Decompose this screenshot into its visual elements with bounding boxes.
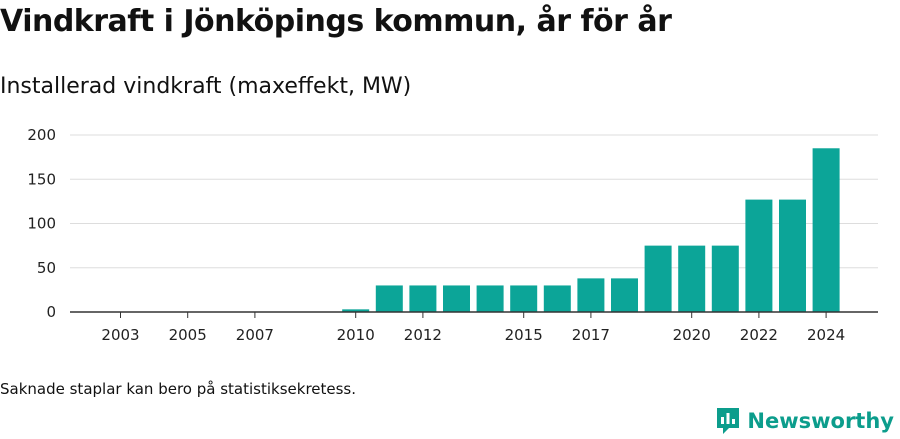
brand-logo: Newsworthy (715, 406, 894, 436)
brand-name: Newsworthy (747, 409, 894, 433)
footnote: Saknade staplar kan bero på statistiksek… (0, 380, 357, 398)
bar-2014 (476, 285, 504, 312)
bar-chart: 0 50 100 150 200 2003 2005 2007 2010 2012 2015 2017… (27, 126, 878, 344)
bar-2022 (745, 199, 773, 312)
x-tick-label-2020: 2020 (673, 326, 711, 344)
bar-2010 (342, 309, 370, 312)
x-tick-label-2003: 2003 (101, 326, 139, 344)
bar-2024 (812, 148, 840, 312)
bar-2011 (375, 285, 403, 312)
bar-2023 (779, 199, 806, 312)
x-tick-label-2010: 2010 (337, 326, 375, 344)
newsworthy-logo-icon (717, 408, 740, 434)
y-tick-label-50: 50 (37, 259, 56, 277)
bar-2019 (644, 245, 672, 312)
x-tick-label-2012: 2012 (404, 326, 442, 344)
bar-2013 (443, 285, 470, 312)
y-tick-label-0: 0 (46, 303, 56, 321)
bar-2017 (577, 278, 605, 312)
bar-2012 (409, 285, 437, 312)
y-tick-label-100: 100 (27, 215, 56, 233)
x-tick-label-2015: 2015 (505, 326, 543, 344)
x-tick-label-2005: 2005 (169, 326, 207, 344)
bar-2015 (510, 285, 538, 312)
x-tick-label-2024: 2024 (807, 326, 845, 344)
chart-subtitle: Installerad vindkraft (maxeffekt, MW) (0, 74, 412, 99)
bar-2016 (543, 285, 571, 312)
x-tick-label-2022: 2022 (740, 326, 778, 344)
x-tick-label-2007: 2007 (236, 326, 274, 344)
y-tick-label-200: 200 (27, 126, 56, 144)
chart-title: Vindkraft i Jönköpings kommun, år för år (0, 4, 672, 39)
y-tick-label-150: 150 (27, 170, 56, 188)
bar-2020 (678, 245, 706, 312)
x-tick-label-2017: 2017 (572, 326, 610, 344)
bar-2021 (711, 245, 739, 312)
bar-2018 (611, 278, 638, 312)
